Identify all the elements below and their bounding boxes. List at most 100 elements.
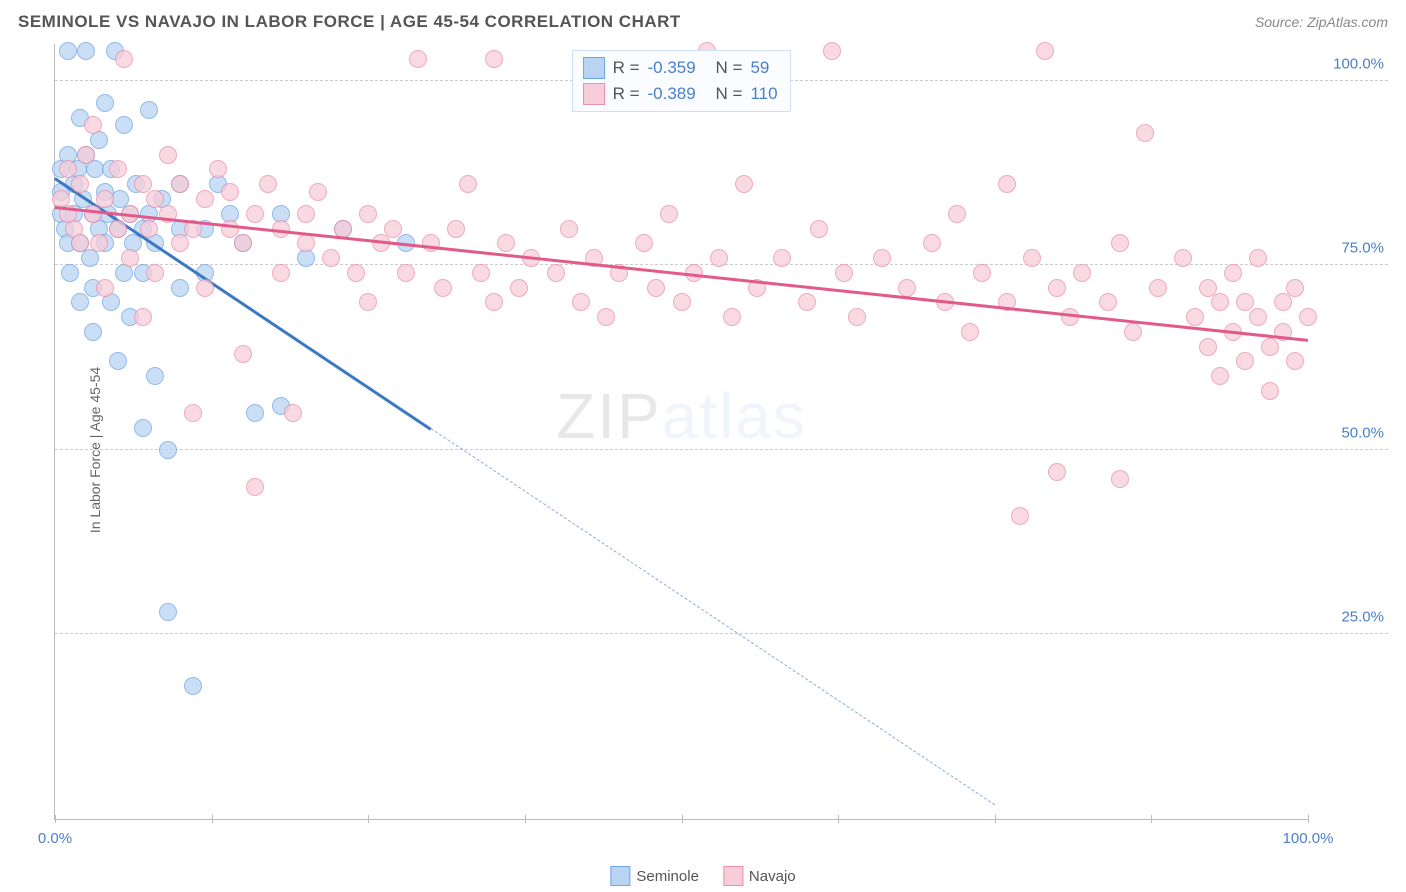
scatter-point bbox=[723, 308, 741, 326]
scatter-point bbox=[1061, 308, 1079, 326]
scatter-point bbox=[660, 205, 678, 223]
scatter-point bbox=[497, 234, 515, 252]
scatter-point bbox=[1199, 338, 1217, 356]
x-tick bbox=[55, 815, 56, 823]
scatter-point bbox=[1286, 352, 1304, 370]
legend-row: R =-0.389N =110 bbox=[583, 81, 781, 107]
legend-r-value: -0.389 bbox=[648, 84, 708, 104]
scatter-point bbox=[359, 205, 377, 223]
scatter-point bbox=[234, 345, 252, 363]
scatter-point bbox=[447, 220, 465, 238]
x-tick bbox=[995, 815, 996, 823]
scatter-point bbox=[835, 264, 853, 282]
scatter-point bbox=[196, 279, 214, 297]
scatter-point bbox=[422, 234, 440, 252]
scatter-point bbox=[547, 264, 565, 282]
legend-swatch bbox=[583, 83, 605, 105]
scatter-point bbox=[134, 308, 152, 326]
scatter-point bbox=[221, 183, 239, 201]
watermark: ZIPatlas bbox=[556, 379, 807, 453]
x-tick-label: 0.0% bbox=[38, 830, 72, 847]
scatter-point bbox=[1124, 323, 1142, 341]
x-tick-label: 100.0% bbox=[1283, 830, 1334, 847]
x-tick bbox=[525, 815, 526, 823]
scatter-point bbox=[209, 160, 227, 178]
scatter-point bbox=[59, 42, 77, 60]
scatter-point bbox=[84, 116, 102, 134]
y-tick-label: 75.0% bbox=[1341, 240, 1384, 257]
scatter-point bbox=[171, 175, 189, 193]
scatter-point bbox=[109, 160, 127, 178]
scatter-point bbox=[1211, 367, 1229, 385]
scatter-point bbox=[359, 293, 377, 311]
scatter-point bbox=[710, 249, 728, 267]
scatter-point bbox=[1111, 470, 1129, 488]
scatter-point bbox=[284, 404, 302, 422]
scatter-point bbox=[134, 419, 152, 437]
scatter-point bbox=[309, 183, 327, 201]
scatter-point bbox=[597, 308, 615, 326]
scatter-point bbox=[560, 220, 578, 238]
scatter-point bbox=[71, 293, 89, 311]
scatter-point bbox=[71, 234, 89, 252]
correlation-legend: R =-0.359N =59R =-0.389N =110 bbox=[572, 50, 792, 112]
scatter-point bbox=[96, 94, 114, 112]
scatter-point bbox=[184, 677, 202, 695]
scatter-point bbox=[1048, 279, 1066, 297]
scatter-point bbox=[510, 279, 528, 297]
scatter-point bbox=[1236, 352, 1254, 370]
legend-r-label: R = bbox=[613, 84, 640, 104]
scatter-point bbox=[1261, 382, 1279, 400]
x-tick bbox=[212, 815, 213, 823]
scatter-point bbox=[96, 190, 114, 208]
legend-n-value: 59 bbox=[750, 58, 780, 78]
x-tick bbox=[368, 815, 369, 823]
scatter-point bbox=[115, 50, 133, 68]
scatter-point bbox=[1149, 279, 1167, 297]
scatter-point bbox=[1136, 124, 1154, 142]
scatter-point bbox=[384, 220, 402, 238]
scatter-point bbox=[810, 220, 828, 238]
watermark-atlas: atlas bbox=[662, 380, 807, 452]
chart-source: Source: ZipAtlas.com bbox=[1255, 14, 1388, 30]
scatter-point bbox=[798, 293, 816, 311]
scatter-point bbox=[96, 279, 114, 297]
chart-header: SEMINOLE VS NAVAJO IN LABOR FORCE | AGE … bbox=[0, 0, 1406, 40]
scatter-point bbox=[923, 234, 941, 252]
scatter-point bbox=[998, 175, 1016, 193]
x-tick bbox=[1151, 815, 1152, 823]
scatter-point bbox=[297, 205, 315, 223]
scatter-point bbox=[146, 367, 164, 385]
y-tick-label: 25.0% bbox=[1341, 609, 1384, 626]
gridline bbox=[55, 449, 1388, 450]
scatter-point bbox=[59, 160, 77, 178]
scatter-point bbox=[347, 264, 365, 282]
legend-label: Seminole bbox=[636, 868, 699, 885]
scatter-point bbox=[234, 234, 252, 252]
scatter-point bbox=[973, 264, 991, 282]
scatter-point bbox=[171, 279, 189, 297]
scatter-point bbox=[115, 116, 133, 134]
scatter-point bbox=[1199, 279, 1217, 297]
scatter-point bbox=[109, 352, 127, 370]
scatter-point bbox=[246, 404, 264, 422]
scatter-point bbox=[1174, 249, 1192, 267]
scatter-point bbox=[1186, 308, 1204, 326]
scatter-point bbox=[485, 50, 503, 68]
scatter-point bbox=[1023, 249, 1041, 267]
legend-n-label: N = bbox=[716, 58, 743, 78]
scatter-point bbox=[297, 234, 315, 252]
x-tick bbox=[1308, 815, 1309, 823]
scatter-point bbox=[159, 603, 177, 621]
gridline bbox=[55, 633, 1388, 634]
legend-swatch bbox=[723, 866, 743, 886]
scatter-point bbox=[121, 249, 139, 267]
scatter-point bbox=[735, 175, 753, 193]
scatter-point bbox=[146, 190, 164, 208]
scatter-point bbox=[434, 279, 452, 297]
scatter-point bbox=[334, 220, 352, 238]
scatter-point bbox=[159, 146, 177, 164]
scatter-point bbox=[773, 249, 791, 267]
scatter-point bbox=[90, 234, 108, 252]
scatter-point bbox=[171, 234, 189, 252]
